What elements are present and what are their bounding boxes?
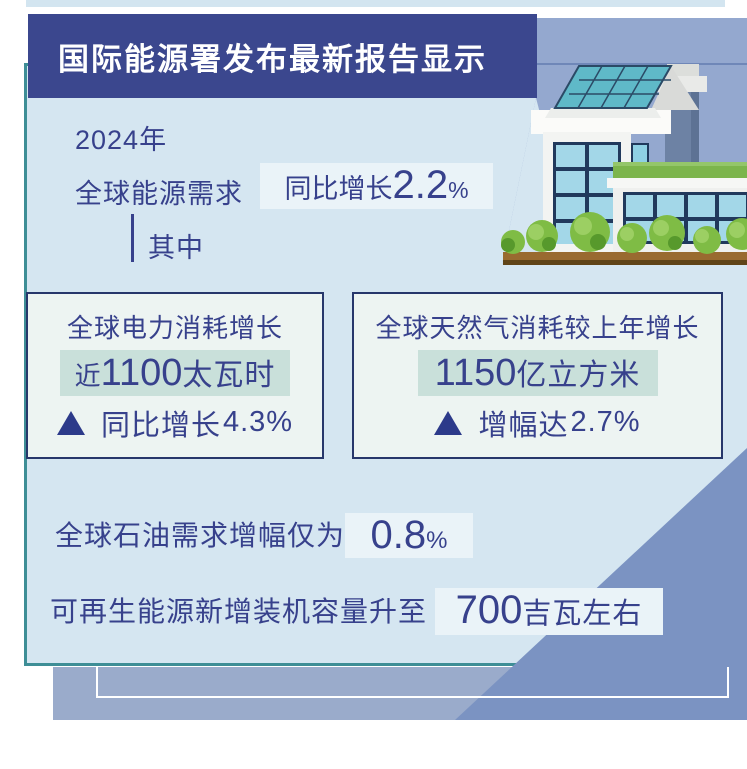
year-label: 2024年 bbox=[75, 125, 168, 155]
stat-trend-value: 2.7% bbox=[570, 406, 641, 438]
gas-stat-box: 全球天然气消耗较上年增长 1150 亿立方米 增幅达 2.7% bbox=[352, 292, 723, 459]
electricity-stat-box: 全球电力消耗增长 近 1100 太瓦时 同比增长 4.3% bbox=[26, 292, 324, 459]
backdrop-band-outline bbox=[96, 667, 729, 698]
up-triangle-icon bbox=[434, 410, 463, 435]
stat-value-unit: 太瓦时 bbox=[182, 359, 276, 392]
stat-trend-row: 同比增长 4.3% bbox=[56, 402, 294, 444]
stat-value: 1100 bbox=[100, 352, 183, 394]
stat-trend-label: 同比增长 bbox=[100, 409, 221, 442]
renewables-unit: 吉瓦左右 bbox=[522, 598, 643, 630]
stat-trend-row: 增幅达 2.7% bbox=[434, 402, 640, 444]
renewables-value: 700 bbox=[455, 588, 523, 632]
renewables-row-label: 可再生能源新增装机容量升至 bbox=[50, 596, 428, 627]
eco-building-illustration bbox=[501, 18, 747, 265]
stat-title: 全球天然气消耗较上年增长 bbox=[375, 312, 700, 343]
stat-value-unit: 亿立方米 bbox=[516, 359, 641, 392]
stat-value: 1150 bbox=[434, 352, 517, 394]
subject-label: 全球能源需求 bbox=[75, 179, 243, 209]
growth-value: 2.2 bbox=[392, 163, 449, 207]
connector-line bbox=[131, 214, 134, 262]
renewables-value-box: 700 吉瓦左右 bbox=[435, 588, 663, 635]
among-label: 其中 bbox=[148, 233, 204, 263]
growth-unit: % bbox=[448, 177, 469, 203]
stat-value-prefix: 近 bbox=[74, 361, 101, 391]
stat-value-band: 1150 亿立方米 bbox=[417, 350, 658, 396]
growth-label: 同比增长 bbox=[284, 174, 393, 204]
energy-growth-highlight: 同比增长 2.2 % bbox=[260, 163, 493, 209]
page-title: 国际能源署发布最新报告显示 bbox=[58, 41, 487, 77]
oil-value-box: 0.8 % bbox=[345, 513, 473, 558]
bushes-icon bbox=[501, 212, 747, 254]
up-triangle-icon bbox=[56, 410, 85, 435]
stat-value-band: 近 1100 太瓦时 bbox=[60, 350, 290, 396]
backdrop-top-strip bbox=[26, 0, 725, 7]
oil-row-label: 全球石油需求增幅仅为 bbox=[55, 520, 346, 551]
stat-trend-value: 4.3% bbox=[222, 406, 294, 438]
stat-trend-label: 增幅达 bbox=[478, 409, 569, 442]
title-banner: 国际能源署发布最新报告显示 bbox=[28, 14, 537, 98]
oil-unit: % bbox=[426, 527, 448, 554]
oil-value: 0.8 bbox=[370, 513, 427, 557]
stat-title: 全球电力消耗增长 bbox=[66, 312, 283, 343]
